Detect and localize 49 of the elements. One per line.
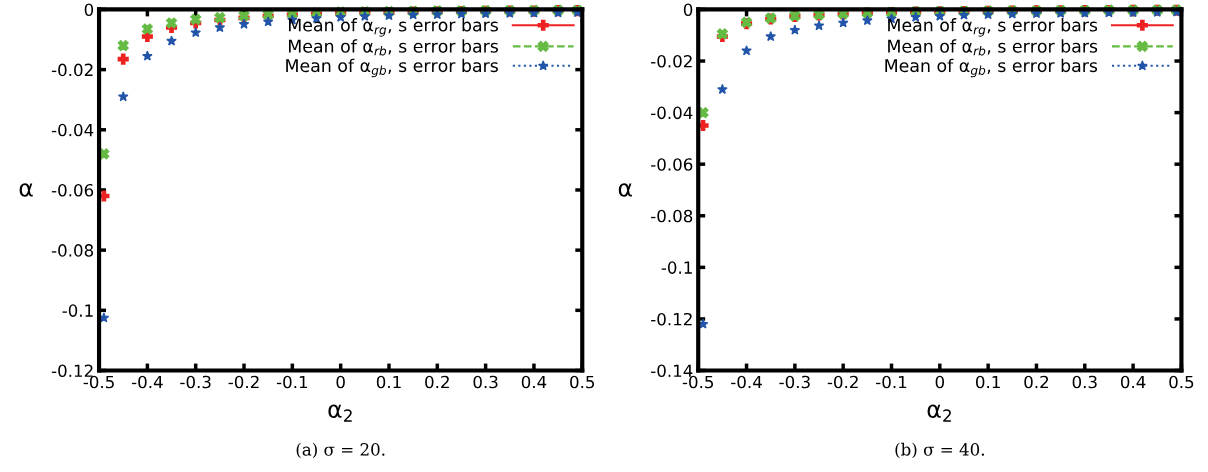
y-tick-label: -0.06 xyxy=(651,158,693,171)
y-tick-label: 0 xyxy=(84,3,94,17)
x-tick-label: 0.4 xyxy=(521,375,547,389)
y-tick-label: -0.12 xyxy=(651,312,692,326)
x-tick-label: 0.5 xyxy=(1169,375,1194,389)
y-tick-label: -0.08 xyxy=(651,209,693,223)
text: (a) σ = 20. xyxy=(296,442,385,459)
x-tick-label: -0.5 xyxy=(83,375,114,389)
legend-label: Mean of α$_{rg}$, s error bars xyxy=(888,18,1098,37)
text: (b) σ = 40. xyxy=(895,442,984,459)
x-tick-label: 0.3 xyxy=(473,375,498,389)
y-tick-label: -0.02 xyxy=(51,63,93,77)
x-axis-title: α$_{2}$ xyxy=(328,404,352,422)
y-tick-label: -0.1 xyxy=(62,304,93,317)
x-tick-label: 0 xyxy=(935,375,945,389)
legend-label: Mean of α$_{rb}$, s error bars xyxy=(888,39,1098,56)
x-tick-label: -0.1 xyxy=(876,375,907,389)
x-tick-label: 0.1 xyxy=(376,375,401,389)
y-tick-label: -0.1 xyxy=(661,261,692,274)
x-tick-label: 0.4 xyxy=(1120,375,1146,389)
legend-label: Mean of α$_{gb}$, s error bars xyxy=(286,58,498,78)
x-tick-label: -0.1 xyxy=(276,375,308,389)
y-axis-title: α xyxy=(19,183,33,197)
y-axis-title: α xyxy=(618,183,632,197)
x-tick-label: -0.4 xyxy=(131,375,163,389)
legend-label: Mean of α$_{gb}$, s error bars xyxy=(885,58,1098,78)
x-tick-label: 0.2 xyxy=(1024,375,1049,389)
x-tick-label: -0.2 xyxy=(228,375,259,389)
y-tick-label: -0.02 xyxy=(651,54,692,68)
y-tick-label: -0.12 xyxy=(51,364,93,378)
x-tick-label: 0.3 xyxy=(1072,375,1097,389)
x-tick-label: 0.2 xyxy=(425,375,449,389)
y-tick-label: 0 xyxy=(683,3,693,17)
legend-label: Mean of α$_{rg}$, s error bars xyxy=(288,18,498,37)
x-tick-label: -0.3 xyxy=(779,375,810,389)
x-tick-label: -0.5 xyxy=(682,375,714,389)
x-tick-label: 0.5 xyxy=(570,375,595,389)
x-axis-title: α$_{2}$ xyxy=(927,404,951,422)
y-tick-label: -0.06 xyxy=(51,183,94,197)
y-tick-label: -0.14 xyxy=(651,364,693,378)
x-tick-label: 0.1 xyxy=(975,375,1000,389)
y-tick-label: -0.08 xyxy=(51,244,94,257)
legend-label: Mean of α$_{rb}$, s error bars xyxy=(288,39,498,56)
x-tick-label: -0.3 xyxy=(180,375,211,389)
y-tick-label: -0.04 xyxy=(51,123,94,137)
x-tick-label: -0.2 xyxy=(827,375,858,389)
y-tick-label: -0.04 xyxy=(651,106,693,120)
x-tick-label: -0.4 xyxy=(731,375,762,389)
x-tick-label: 0 xyxy=(336,375,345,389)
